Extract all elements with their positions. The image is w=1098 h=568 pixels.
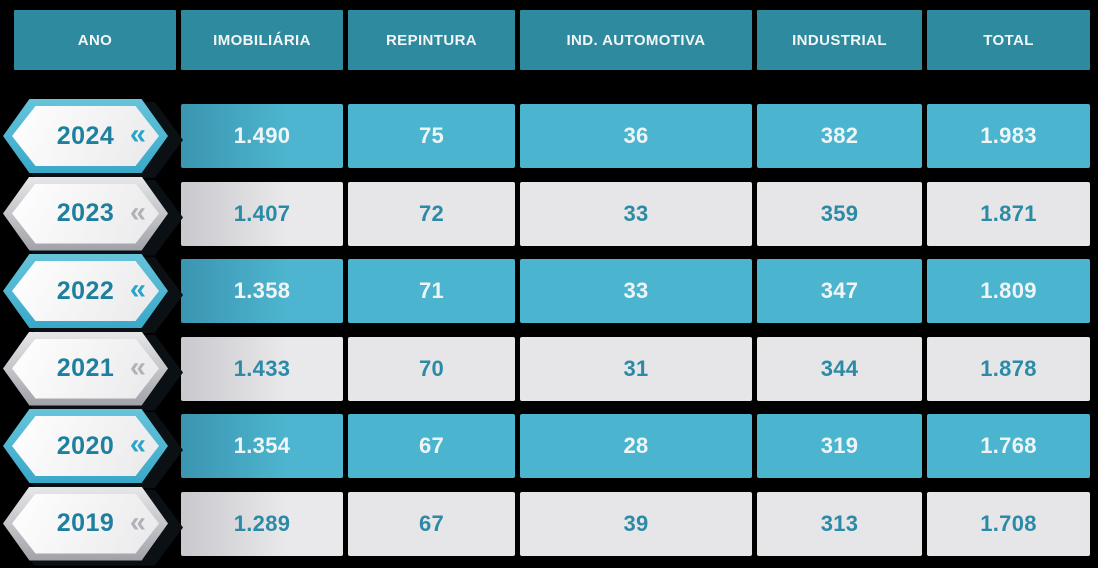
year-badge-2019[interactable]: 2019 «	[3, 486, 168, 561]
cell-imobiliaria: 1.407	[181, 181, 343, 246]
cell-repintura: 72	[348, 181, 515, 246]
cell-imobiliaria: 1.289	[181, 491, 343, 556]
cell-industrial: 382	[757, 104, 922, 168]
cell-industrial: 344	[757, 336, 922, 401]
table-row-2021: 1.433 70 31 344 1.878 2021 «	[0, 331, 1098, 406]
cell-imobiliaria: 1.354	[181, 414, 343, 478]
cell-ind-automotiva: 33	[520, 181, 752, 246]
table-row-2022: 1.358 71 33 347 1.809 2022 «	[0, 254, 1098, 328]
badge-face: 2020 «	[12, 416, 159, 476]
double-chevron-left-icon: «	[129, 428, 146, 461]
cell-repintura: 67	[348, 414, 515, 478]
table-body: 1.490 75 36 382 1.983 2024 « 1.407 72 33…	[0, 99, 1098, 561]
table-row-2024: 1.490 75 36 382 1.983 2024 «	[0, 99, 1098, 173]
year-label: 2024	[56, 121, 115, 150]
cell-industrial: 359	[757, 181, 922, 246]
cell-imobiliaria: 1.490	[181, 104, 343, 168]
cell-total: 1.878	[927, 336, 1090, 401]
cell-industrial: 319	[757, 414, 922, 478]
cell-total: 1.983	[927, 104, 1090, 168]
double-chevron-left-icon: «	[129, 118, 146, 151]
year-label: 2023	[56, 199, 115, 227]
year-badge-2020[interactable]: 2020 «	[3, 409, 168, 483]
double-chevron-left-icon: «	[129, 350, 146, 383]
cell-ind-automotiva: 31	[520, 336, 752, 401]
double-chevron-left-icon: «	[129, 505, 146, 538]
badge-face: 2022 «	[12, 261, 159, 321]
year-label: 2020	[56, 431, 115, 460]
double-chevron-left-icon: «	[129, 195, 146, 228]
badge-face: 2024 «	[12, 106, 159, 166]
cell-repintura: 75	[348, 104, 515, 168]
cell-repintura: 67	[348, 491, 515, 556]
cell-total: 1.871	[927, 181, 1090, 246]
cell-imobiliaria: 1.358	[181, 259, 343, 323]
column-header-imobiliaria: IMOBILIÁRIA	[181, 10, 343, 70]
badge-face: 2019 «	[12, 493, 159, 554]
column-header-total: TOTAL	[927, 10, 1090, 70]
year-label: 2019	[56, 509, 115, 537]
year-badge-2024[interactable]: 2024 «	[3, 99, 168, 173]
table-row-2023: 1.407 72 33 359 1.871 2023 «	[0, 176, 1098, 251]
column-header-repintura: REPINTURA	[348, 10, 515, 70]
cell-industrial: 347	[757, 259, 922, 323]
column-header-ind-automotiva: IND. AUTOMOTIVA	[520, 10, 752, 70]
cell-imobiliaria: 1.433	[181, 336, 343, 401]
cell-repintura: 71	[348, 259, 515, 323]
cell-ind-automotiva: 36	[520, 104, 752, 168]
cell-total: 1.768	[927, 414, 1090, 478]
cell-ind-automotiva: 28	[520, 414, 752, 478]
table-row-2019: 1.289 67 39 313 1.708 2019 «	[0, 486, 1098, 561]
badge-face: 2021 «	[12, 338, 159, 399]
paint-market-table: ANO IMOBILIÁRIA REPINTURA IND. AUTOMOTIV…	[0, 10, 1098, 568]
table-row-2020: 1.354 67 28 319 1.768 2020 «	[0, 409, 1098, 483]
badge-face: 2023 «	[12, 183, 159, 244]
year-label: 2022	[56, 276, 115, 305]
year-badge-2023[interactable]: 2023 «	[3, 176, 168, 251]
column-header-industrial: INDUSTRIAL	[757, 10, 922, 70]
year-badge-2022[interactable]: 2022 «	[3, 254, 168, 328]
table-header: ANO IMOBILIÁRIA REPINTURA IND. AUTOMOTIV…	[0, 10, 1098, 70]
column-header-ano: ANO	[14, 10, 176, 70]
cell-ind-automotiva: 33	[520, 259, 752, 323]
cell-total: 1.708	[927, 491, 1090, 556]
double-chevron-left-icon: «	[129, 273, 146, 306]
cell-ind-automotiva: 39	[520, 491, 752, 556]
year-label: 2021	[56, 354, 115, 382]
cell-industrial: 313	[757, 491, 922, 556]
year-badge-2021[interactable]: 2021 «	[3, 331, 168, 406]
cell-repintura: 70	[348, 336, 515, 401]
cell-total: 1.809	[927, 259, 1090, 323]
